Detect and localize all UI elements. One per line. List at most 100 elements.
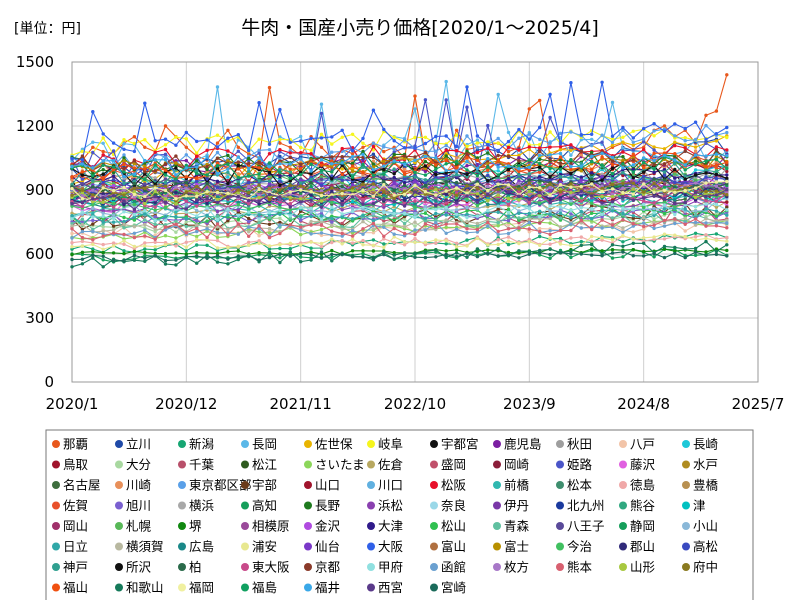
data-point (361, 141, 365, 145)
data-point (693, 138, 698, 142)
data-point (652, 201, 656, 205)
series-line (71, 205, 727, 228)
data-point (153, 139, 157, 143)
data-point (184, 199, 188, 203)
data-point (631, 208, 635, 212)
data-point (319, 231, 324, 235)
data-point (693, 220, 698, 225)
data-point (247, 210, 251, 214)
data-point (527, 230, 531, 234)
data-point (392, 240, 396, 244)
data-point (382, 187, 386, 192)
data-point (392, 212, 396, 216)
data-point (299, 228, 303, 232)
data-point (278, 179, 282, 183)
data-point (725, 173, 729, 177)
data-point (506, 242, 511, 247)
data-point (236, 217, 240, 222)
data-point (423, 204, 428, 209)
data-point (371, 159, 376, 163)
data-point (517, 127, 521, 132)
data-point (673, 143, 677, 148)
data-point (132, 231, 137, 235)
data-point (465, 85, 469, 89)
data-point (569, 255, 573, 260)
data-point (91, 150, 95, 155)
data-point (486, 173, 490, 177)
data-point (610, 137, 615, 141)
data-point (590, 187, 594, 192)
data-point (413, 179, 417, 183)
data-point (257, 234, 261, 238)
data-point (267, 174, 272, 179)
data-point (361, 205, 365, 209)
data-point (600, 172, 604, 176)
data-point (174, 154, 178, 158)
data-point (683, 193, 687, 197)
data-point (600, 133, 604, 137)
data-point (527, 217, 531, 221)
data-point (163, 143, 168, 147)
data-point (693, 173, 698, 177)
data-point (257, 239, 261, 243)
data-point (652, 235, 656, 239)
data-point (153, 205, 157, 209)
data-point (70, 241, 74, 245)
data-point (496, 136, 500, 141)
data-point (444, 208, 448, 212)
data-point (444, 154, 448, 158)
data-point (226, 250, 230, 254)
data-point (652, 220, 656, 225)
data-point (642, 137, 646, 141)
data-point (423, 141, 428, 146)
series-line (71, 221, 727, 239)
data-point (392, 150, 396, 154)
data-point (330, 210, 334, 214)
data-point (590, 206, 594, 211)
data-point (725, 221, 729, 225)
data-point (465, 172, 469, 177)
data-point (101, 153, 105, 157)
data-point (402, 138, 407, 142)
data-point (465, 244, 469, 248)
data-point (402, 167, 407, 171)
data-point (205, 243, 209, 247)
data-point (132, 202, 137, 207)
data-point (569, 216, 573, 220)
data-point (174, 230, 178, 234)
data-point (330, 177, 334, 181)
data-point (309, 171, 313, 176)
data-point (101, 149, 105, 154)
data-point (569, 222, 573, 226)
data-point (174, 240, 178, 244)
data-point (444, 171, 448, 175)
data-point (413, 146, 417, 150)
data-point (558, 209, 563, 213)
data-point (132, 225, 137, 229)
data-point (538, 179, 542, 183)
data-point (434, 134, 438, 139)
data-point (423, 211, 428, 215)
data-point (143, 164, 147, 168)
data-point (267, 152, 272, 156)
data-point (569, 212, 573, 216)
data-point (652, 122, 656, 126)
data-point (579, 169, 583, 173)
data-point (475, 207, 480, 211)
data-point (371, 249, 376, 253)
data-point (631, 148, 635, 152)
data-point (340, 234, 344, 238)
data-point (673, 233, 677, 237)
data-point (673, 134, 677, 138)
data-point (621, 208, 625, 213)
data-point (652, 206, 656, 211)
data-point (319, 175, 324, 179)
data-point (70, 224, 74, 228)
data-point (506, 227, 511, 231)
data-point (496, 224, 500, 228)
data-point (558, 225, 563, 229)
data-point (215, 197, 220, 202)
data-point (153, 150, 157, 154)
data-point (319, 102, 324, 106)
